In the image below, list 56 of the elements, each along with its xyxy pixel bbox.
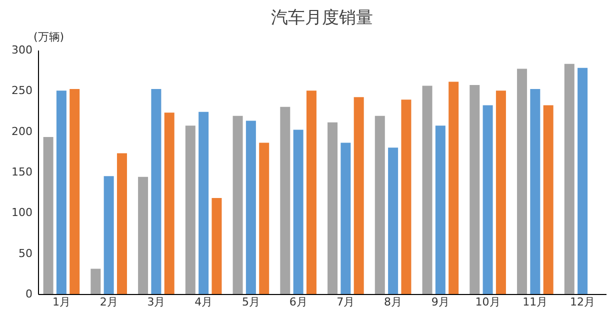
bar <box>354 97 364 294</box>
bar <box>138 176 148 294</box>
bar <box>470 84 480 294</box>
bar <box>232 116 243 294</box>
bar <box>517 68 528 294</box>
bar <box>70 89 80 294</box>
bar <box>246 120 256 294</box>
bar <box>482 105 493 294</box>
bar <box>280 106 290 294</box>
y-tick-label: 250 <box>12 84 32 98</box>
bar <box>259 142 270 294</box>
y-tick-label: 100 <box>12 206 32 220</box>
chart-title: 汽车月度销量 <box>271 8 373 27</box>
bar <box>90 268 101 294</box>
bar <box>198 112 209 294</box>
bar <box>422 86 432 294</box>
bar <box>43 137 54 294</box>
x-tick-label: 10月 <box>475 296 500 308</box>
bar <box>116 153 127 294</box>
y-axis-title: (万辆) <box>34 30 64 44</box>
y-tick-label: 150 <box>12 166 32 178</box>
y-tick-label: 0 <box>26 288 32 300</box>
bar <box>564 64 574 294</box>
bar <box>104 176 114 294</box>
x-tick-label: 12月 <box>570 296 596 308</box>
bar <box>448 82 459 294</box>
bar <box>374 116 385 294</box>
bar <box>578 68 588 294</box>
bar <box>293 130 304 294</box>
bar <box>151 89 162 294</box>
bar <box>340 142 351 294</box>
y-tick-label: 50 <box>18 246 32 260</box>
y-tick-label: 200 <box>12 124 32 138</box>
bar <box>328 122 338 294</box>
x-tick-label: 4月 <box>194 296 213 308</box>
x-tick-label: 3月 <box>147 296 166 308</box>
x-tick-label: 7月 <box>336 296 355 308</box>
bar <box>306 90 316 294</box>
bar <box>496 90 506 294</box>
bar <box>185 126 196 294</box>
x-tick-label: 1月 <box>52 296 70 308</box>
x-tick-label: 8月 <box>384 296 402 308</box>
x-tick-label: 5月 <box>242 296 260 308</box>
bar <box>164 112 174 294</box>
y-tick-label: 300 <box>12 44 32 56</box>
bar <box>401 100 412 294</box>
bar <box>388 148 398 294</box>
bar <box>212 198 222 294</box>
x-tick-label: 2月 <box>100 296 118 308</box>
bar <box>530 89 540 294</box>
x-tick-label: 11月 <box>522 296 548 308</box>
bar <box>543 105 554 294</box>
bar <box>56 90 66 294</box>
x-tick-label: 6月 <box>289 296 308 308</box>
x-tick-label: 9月 <box>431 296 450 308</box>
bar <box>435 126 446 294</box>
